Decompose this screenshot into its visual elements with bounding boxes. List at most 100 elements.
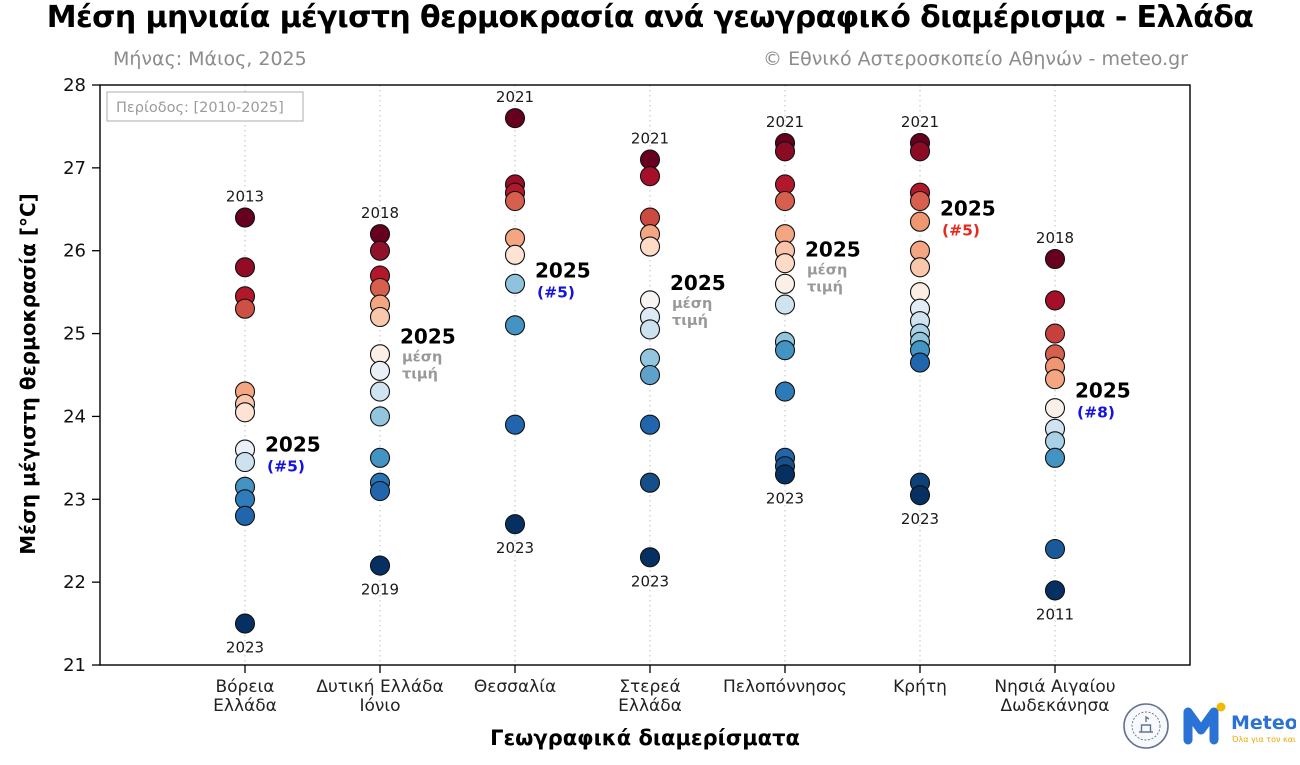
data-point [639,236,661,257]
attribution-source: © Εθνικό Αστεροσκοπείο Αθηνών - meteo.gr [763,48,1188,70]
seal-outer-ring [1123,703,1169,749]
max-year-annotation: 2013 [226,188,264,206]
data-point [369,381,391,402]
y-tick-label: 21 [63,655,86,676]
x-tick-label-line: Θεσσαλία [474,677,556,697]
x-tick-label-line: Στερεά [619,677,680,697]
data-point [234,451,256,473]
data-point [504,315,526,336]
y-tick-label: 28 [63,75,86,96]
max-year-annotation: 2018 [361,204,399,222]
data-point [909,485,931,506]
year-2025-sub-annotation: τιμή [807,280,843,296]
page-title: Μέση μηνιαία μέγιστη θερμοκρασία ανά γεω… [46,0,1254,35]
max-year-annotation: 2021 [631,130,669,148]
data-point [369,480,391,502]
data-point [369,406,391,427]
meteo-logo-text: Meteo [1231,712,1296,734]
data-point [774,464,796,485]
observatory-seal-logo [1123,703,1169,749]
data-point [639,472,661,493]
period-note-text: Περίοδος: [2010-2025] [116,100,284,116]
y-tick-label: 26 [63,241,86,262]
year-2025-sub-annotation: τιμή [402,367,438,383]
year-2025-rank-annotation: (#8) [1077,404,1115,422]
min-year-annotation: 2023 [226,639,264,657]
max-year-annotation: 2021 [901,113,939,131]
data-point [639,414,661,435]
data-point [369,555,391,576]
year-2025-rank-annotation: (#5) [537,283,575,301]
data-point [1044,398,1066,419]
data-point [774,273,796,294]
y-tick-label: 23 [63,489,86,510]
min-year-annotation: 2011 [1036,605,1074,623]
data-point [1044,580,1066,601]
data-point [774,190,796,212]
year-2025-sub-annotation: μέση [672,296,712,312]
data-point [909,257,931,278]
seal-building-glyph [1139,715,1153,733]
subtitle-month: Μήνας: Μάιος, 2025 [113,48,307,70]
x-tick-label-line: Πελοπόννησος [723,677,847,697]
data-point [234,257,256,278]
seal-inner-ring [1131,711,1161,741]
x-tick-label: Θεσσαλία [474,677,556,697]
year-2025-sub-annotation: μέση [402,350,442,366]
min-year-annotation: 2023 [766,489,804,507]
footer-logos: Meteo Όλα για τον καιρό [1123,702,1296,749]
year-2025-annotation: 2025 [940,196,996,220]
data-point [1044,323,1066,344]
data-point [369,306,391,328]
x-axis-label: Γεωγραφικά διαμερίσματα [490,726,800,750]
plot-border [99,84,1191,666]
data-point [774,141,796,162]
x-tick-label-line: Δωδεκάνησα [1001,696,1110,716]
x-tick-label: Κρήτη [893,677,947,697]
x-tick-label-line: Ιόνιο [359,696,400,716]
min-year-annotation: 2023 [901,510,939,528]
data-point [504,244,526,265]
min-year-annotation: 2019 [361,581,399,599]
data-point [909,352,931,373]
period-note-box [106,91,304,122]
year-2025-sub-annotation: τιμή [672,313,708,329]
data-point [504,273,526,294]
data-point [1044,538,1066,560]
data-point [234,505,256,526]
data-point [639,364,661,386]
meteo-tagline: Όλα για τον καιρό [1231,734,1296,744]
meteo-logo: Meteo Όλα για τον καιρό [1183,702,1296,745]
data-point [1044,447,1066,468]
year-2025-annotation: 2025 [1075,379,1131,403]
x-tick-label: Δυτική Ελλάδα Ιόνιο [316,677,443,716]
data-point [774,381,796,402]
data-point [504,190,526,212]
max-year-annotation: 2021 [496,88,534,106]
x-tick-label-line: Ελλάδα [618,696,682,716]
data-point [504,514,526,535]
data-point [774,253,796,274]
year-2025-annotation: 2025 [805,238,861,262]
min-year-annotation: 2023 [496,539,534,557]
data-point [369,360,391,381]
x-tick-label: Πελοπόννησος [723,677,847,697]
year-2025-sub-annotation: μέση [807,263,847,279]
max-year-annotation: 2018 [1036,229,1074,247]
x-tick-label-line: Δυτική Ελλάδα [316,677,443,697]
data-point [234,613,256,634]
year-2025-rank-annotation: (#5) [267,457,305,475]
data-point [234,402,256,423]
data-point [1044,369,1066,390]
year-2025-rank-annotation: (#5) [942,221,980,239]
data-point [504,108,526,129]
meteo-yellow-dot-icon [1216,702,1226,712]
x-tick-label: Νησιά Αιγαίου Δωδεκάνησα [994,677,1115,716]
data-point [234,207,256,228]
year-2025-annotation: 2025 [400,325,456,349]
data-point [369,240,391,261]
data-point [909,141,931,162]
data-point [504,414,526,435]
data-point [909,211,931,232]
